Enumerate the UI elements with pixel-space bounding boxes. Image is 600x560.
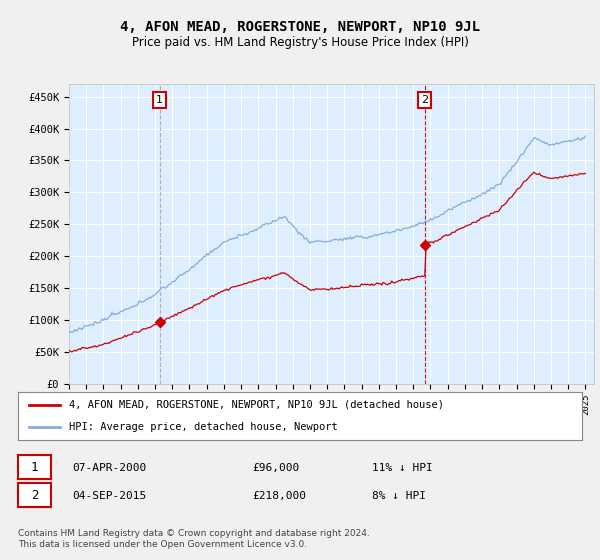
Text: £96,000: £96,000 [252, 463, 299, 473]
Text: 8% ↓ HPI: 8% ↓ HPI [372, 491, 426, 501]
Text: HPI: Average price, detached house, Newport: HPI: Average price, detached house, Newp… [69, 422, 338, 432]
Text: Contains HM Land Registry data © Crown copyright and database right 2024.
This d: Contains HM Land Registry data © Crown c… [18, 529, 370, 549]
Text: 11% ↓ HPI: 11% ↓ HPI [372, 463, 433, 473]
Text: 2: 2 [421, 95, 428, 105]
Text: 4, AFON MEAD, ROGERSTONE, NEWPORT, NP10 9JL (detached house): 4, AFON MEAD, ROGERSTONE, NEWPORT, NP10 … [69, 400, 444, 410]
Text: 1: 1 [156, 95, 163, 105]
Text: 07-APR-2000: 07-APR-2000 [72, 463, 146, 473]
Text: £218,000: £218,000 [252, 491, 306, 501]
Text: 4, AFON MEAD, ROGERSTONE, NEWPORT, NP10 9JL: 4, AFON MEAD, ROGERSTONE, NEWPORT, NP10 … [120, 20, 480, 34]
Text: Price paid vs. HM Land Registry's House Price Index (HPI): Price paid vs. HM Land Registry's House … [131, 36, 469, 49]
Text: 2: 2 [31, 488, 38, 502]
Text: 1: 1 [31, 460, 38, 474]
Text: 04-SEP-2015: 04-SEP-2015 [72, 491, 146, 501]
